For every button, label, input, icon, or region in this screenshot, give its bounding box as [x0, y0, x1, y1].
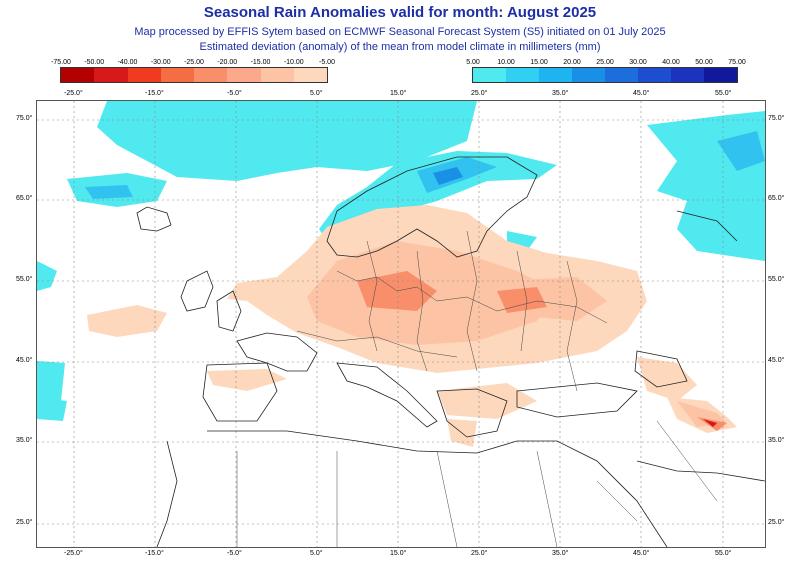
lon-tick-label: -25.0° — [64, 550, 83, 557]
graticule — [37, 101, 765, 547]
lat-tick-label: 45.0° — [16, 357, 33, 364]
legend-swatch — [127, 68, 161, 82]
lat-tick-label: 35.0° — [768, 437, 785, 444]
legend-label: -75.00 — [51, 59, 71, 66]
lon-tick-label: 5.0° — [310, 550, 323, 557]
wet-area-atlantic-west — [37, 261, 57, 291]
lon-tick-label: 35.0° — [552, 550, 569, 557]
lon-tick-label: 25.0° — [471, 90, 488, 97]
legend-swatch — [506, 68, 539, 82]
legend-label: 75.00 — [728, 59, 746, 66]
lat-tick-label: 35.0° — [16, 437, 33, 444]
legend-label: -5.00 — [319, 59, 335, 66]
lat-tick-label: 65.0° — [768, 195, 785, 202]
legend-label: -30.00 — [150, 59, 171, 66]
dry-area-balkans — [437, 383, 537, 419]
map-subtitle-source: Map processed by EFFIS Sytem based on EC… — [134, 26, 666, 38]
lon-tick-label: -25.0° — [64, 90, 83, 97]
legend-label: 40.00 — [662, 59, 680, 66]
wet-area-atlantic-north — [97, 101, 477, 181]
dry-anomaly-legend: -75.00 -50.00 -40.00 -30.00 -25.00 -20.00 -15.… — [51, 59, 335, 83]
lon-tick-label: 55.0° — [715, 550, 732, 557]
legend-label: -20.00 — [217, 59, 238, 66]
lon-tick-label: -15.0° — [145, 550, 164, 557]
legend-swatch — [160, 68, 194, 82]
legend-label: -40.00 — [117, 59, 138, 66]
legend-swatch — [605, 68, 638, 82]
lon-tick-label: 45.0° — [633, 90, 650, 97]
lon-tick-label: 15.0° — [390, 550, 407, 557]
lon-tick-label: -15.0° — [145, 90, 164, 97]
lat-tick-label: 65.0° — [16, 195, 33, 202]
legend-swatch — [94, 68, 128, 82]
lon-tick-label: 55.0° — [715, 90, 732, 97]
anomaly-map — [36, 100, 766, 548]
lon-tick-label: 35.0° — [552, 90, 569, 97]
lat-tick-label: 55.0° — [768, 276, 785, 283]
legend-swatch — [638, 68, 671, 82]
lat-tick-label: 25.0° — [768, 519, 785, 526]
dry-area-caucasus — [637, 357, 697, 401]
legend-swatch — [539, 68, 572, 82]
wet-area-ocean-sw — [37, 397, 67, 421]
legend-label: 20.00 — [563, 59, 581, 66]
legend-label: -15.00 — [250, 59, 271, 66]
lon-tick-label: 25.0° — [471, 550, 488, 557]
coastlines — [136, 156, 765, 547]
lon-tick-label: 15.0° — [390, 90, 407, 97]
wet-peak-areas — [433, 167, 463, 185]
legend-label: 15.00 — [530, 59, 548, 66]
legend-swatch — [704, 68, 737, 82]
map-title: Seasonal Rain Anomalies valid for month:… — [203, 4, 597, 21]
legend-label: -10.00 — [283, 59, 304, 66]
wet-area-norway — [319, 151, 557, 241]
legend-swatch — [473, 68, 506, 82]
legend-label: 30.00 — [629, 59, 647, 66]
legend-swatch — [227, 68, 261, 82]
borders — [236, 230, 718, 547]
legend-label: 5.00 — [466, 59, 480, 66]
lon-tick-label: -5.0° — [227, 550, 242, 557]
wet-area-atlantic-west2 — [37, 361, 65, 407]
legend-label: -50.00 — [84, 59, 105, 66]
map-subtitle-units: Estimated deviation (anomaly) of the mea… — [199, 41, 601, 53]
map-canvas — [37, 101, 765, 547]
lat-tick-label: 55.0° — [16, 276, 33, 283]
legend-swatch — [194, 68, 228, 82]
lat-tick-label: 75.0° — [768, 115, 785, 122]
lat-tick-label: 45.0° — [768, 357, 785, 364]
wet-anomaly-areas — [37, 101, 765, 421]
legend-swatch — [671, 68, 704, 82]
lon-tick-label: 5.0° — [310, 90, 323, 97]
legend-swatch — [260, 68, 294, 82]
legend-swatch — [61, 68, 95, 82]
lon-tick-label: -5.0° — [227, 90, 242, 97]
legend-swatch — [293, 68, 327, 82]
dry-area-iberia-north — [207, 369, 287, 391]
dry-area-biscay — [87, 305, 167, 337]
lat-tick-label: 25.0° — [16, 519, 33, 526]
legend-label: 10.00 — [497, 59, 515, 66]
legend-label: 50.00 — [695, 59, 713, 66]
wet-anomaly-legend: 5.00 10.00 15.00 20.00 25.00 30.00 40.00 50.00 7… — [466, 59, 746, 83]
lon-tick-label: 45.0° — [633, 550, 650, 557]
lat-tick-label: 75.0° — [16, 115, 33, 122]
legend-swatch — [572, 68, 605, 82]
dry-peak-areas — [703, 419, 717, 427]
legend-label: -25.00 — [184, 59, 204, 66]
legend-label: 25.00 — [596, 59, 614, 66]
